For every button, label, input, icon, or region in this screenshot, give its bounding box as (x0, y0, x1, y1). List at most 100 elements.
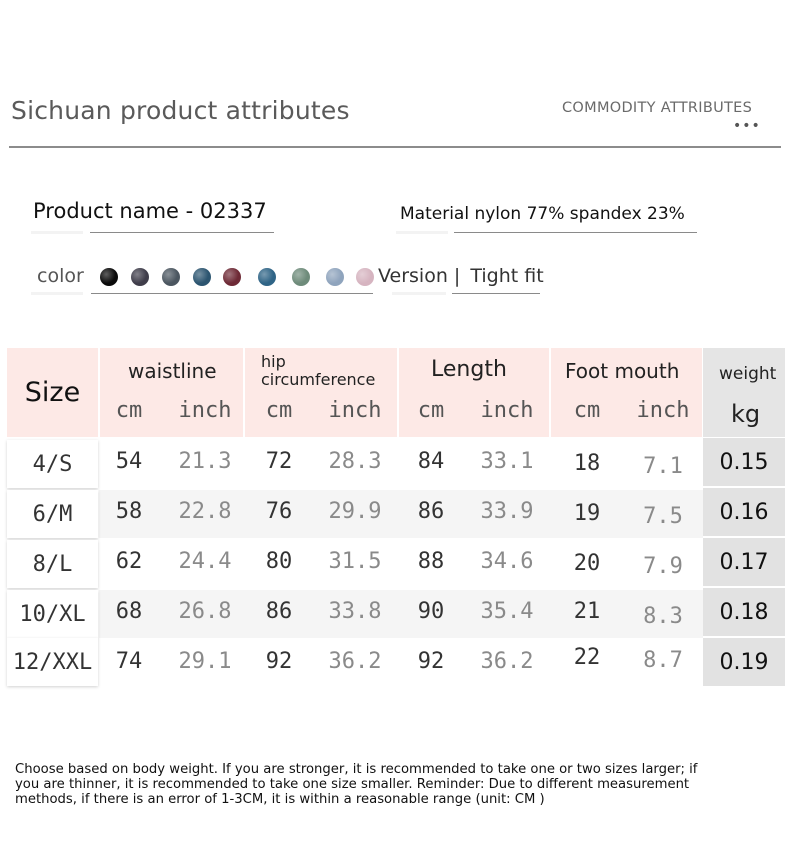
foot-inch: 8.3 (643, 604, 683, 629)
weight-header: weight (719, 364, 777, 384)
foot-header-bg (551, 348, 702, 437)
waist-inch: 29.1 (178, 649, 232, 674)
header-divider (9, 146, 781, 148)
product-name: Product name - 02337 (33, 199, 267, 223)
foot-cm: 20 (573, 551, 601, 576)
hip-inch: 28.3 (328, 449, 382, 474)
length-inch: 34.6 (480, 549, 534, 574)
weight-cell: 0.17 (703, 538, 785, 586)
hip-inch: 33.8 (328, 599, 382, 624)
underline (454, 232, 697, 233)
color-swatch[interactable] (162, 268, 180, 286)
hip-header: hip circumference (261, 352, 376, 389)
weight-cell: 0.15 (703, 438, 785, 486)
length-cm: 84 (417, 449, 445, 474)
color-swatch[interactable] (131, 268, 149, 286)
length-inch: 33.1 (480, 449, 534, 474)
weight-cell: 0.16 (703, 488, 785, 536)
size-cell: 12/XXL (7, 638, 98, 686)
foot-inch: 7.9 (643, 554, 683, 579)
section-subtitle: COMMODITY ATTRIBUTES (562, 100, 753, 116)
size-cell: 8/L (7, 540, 98, 588)
row-shade (99, 490, 703, 538)
size-cell: 4/S (7, 440, 98, 488)
length-cm: 90 (417, 599, 445, 624)
weight-cell: 0.19 (703, 638, 785, 686)
page-title: Sichuan product attributes (11, 96, 350, 125)
size-cell: 6/M (7, 490, 98, 538)
unit-cm: cm (417, 398, 445, 423)
size-advice-note: Choose based on body weight. If you are … (15, 762, 698, 807)
color-swatch[interactable] (356, 268, 374, 286)
foot-inch: 7.1 (643, 454, 683, 479)
version-label: Version (378, 265, 448, 287)
hip-inch: 36.2 (328, 649, 382, 674)
length-cm: 92 (417, 649, 445, 674)
weight-cell: 0.18 (703, 588, 785, 636)
waist-inch: 26.8 (178, 599, 232, 624)
color-swatch[interactable] (223, 268, 241, 286)
hip-cm: 80 (265, 549, 293, 574)
waistline-header: waistline (128, 359, 217, 383)
length-inch: 35.4 (480, 599, 534, 624)
hip-header-bg (245, 348, 397, 437)
hip-cm: 86 (265, 599, 293, 624)
color-swatch[interactable] (326, 268, 344, 286)
waist-inch: 22.8 (178, 499, 232, 524)
color-swatch[interactable] (100, 268, 118, 286)
underline (452, 293, 540, 294)
weight-header-bg (703, 348, 785, 437)
waist-cm: 54 (115, 449, 143, 474)
row-shade (99, 590, 703, 638)
unit-inch: inch (178, 398, 232, 423)
color-swatch[interactable] (292, 268, 310, 286)
waist-inch: 21.3 (178, 449, 232, 474)
hip-cm: 72 (265, 449, 293, 474)
more-dots-icon: ••• (733, 118, 761, 134)
foot-cm: 19 (573, 501, 601, 526)
size-header: Size (7, 348, 98, 437)
underline (90, 232, 274, 233)
length-header-bg (399, 348, 549, 437)
foot-mouth-header: Foot mouth (565, 359, 680, 383)
underline (91, 293, 373, 294)
hip-cm: 92 (265, 649, 293, 674)
length-cm: 88 (417, 549, 445, 574)
decor-shade (396, 231, 448, 234)
waistline-header-bg (100, 348, 243, 437)
color-label: color (37, 265, 84, 287)
foot-inch: 8.7 (643, 648, 683, 673)
decor-shade (31, 292, 83, 295)
foot-inch: 7.5 (643, 504, 683, 529)
hip-inch: 31.5 (328, 549, 382, 574)
foot-cm: 18 (573, 451, 601, 476)
waist-cm: 74 (115, 649, 143, 674)
waist-cm: 68 (115, 599, 143, 624)
unit-cm: cm (573, 398, 601, 423)
hip-cm: 76 (265, 499, 293, 524)
length-header: Length (431, 357, 507, 382)
length-inch: 36.2 (480, 649, 534, 674)
decor-shade (392, 292, 446, 295)
waist-cm: 62 (115, 549, 143, 574)
size-cell: 10/XL (7, 590, 98, 638)
length-cm: 86 (417, 499, 445, 524)
foot-cm: 22 (573, 645, 601, 670)
color-swatch[interactable] (258, 268, 276, 286)
version-value: Tight fit (470, 265, 544, 287)
version-field: Version | Tight fit (378, 265, 544, 287)
unit-inch: inch (636, 398, 690, 423)
hip-inch: 29.9 (328, 499, 382, 524)
color-swatch[interactable] (193, 268, 211, 286)
version-separator: | (453, 265, 461, 287)
unit-cm: cm (265, 398, 293, 423)
length-inch: 33.9 (480, 499, 534, 524)
waist-inch: 24.4 (178, 549, 232, 574)
unit-cm: cm (115, 398, 143, 423)
decor-shade (31, 231, 83, 234)
unit-inch: inch (328, 398, 382, 423)
waist-cm: 58 (115, 499, 143, 524)
material-text: Material nylon 77% spandex 23% (400, 204, 685, 224)
unit-inch: inch (480, 398, 534, 423)
weight-unit: kg (731, 400, 761, 428)
